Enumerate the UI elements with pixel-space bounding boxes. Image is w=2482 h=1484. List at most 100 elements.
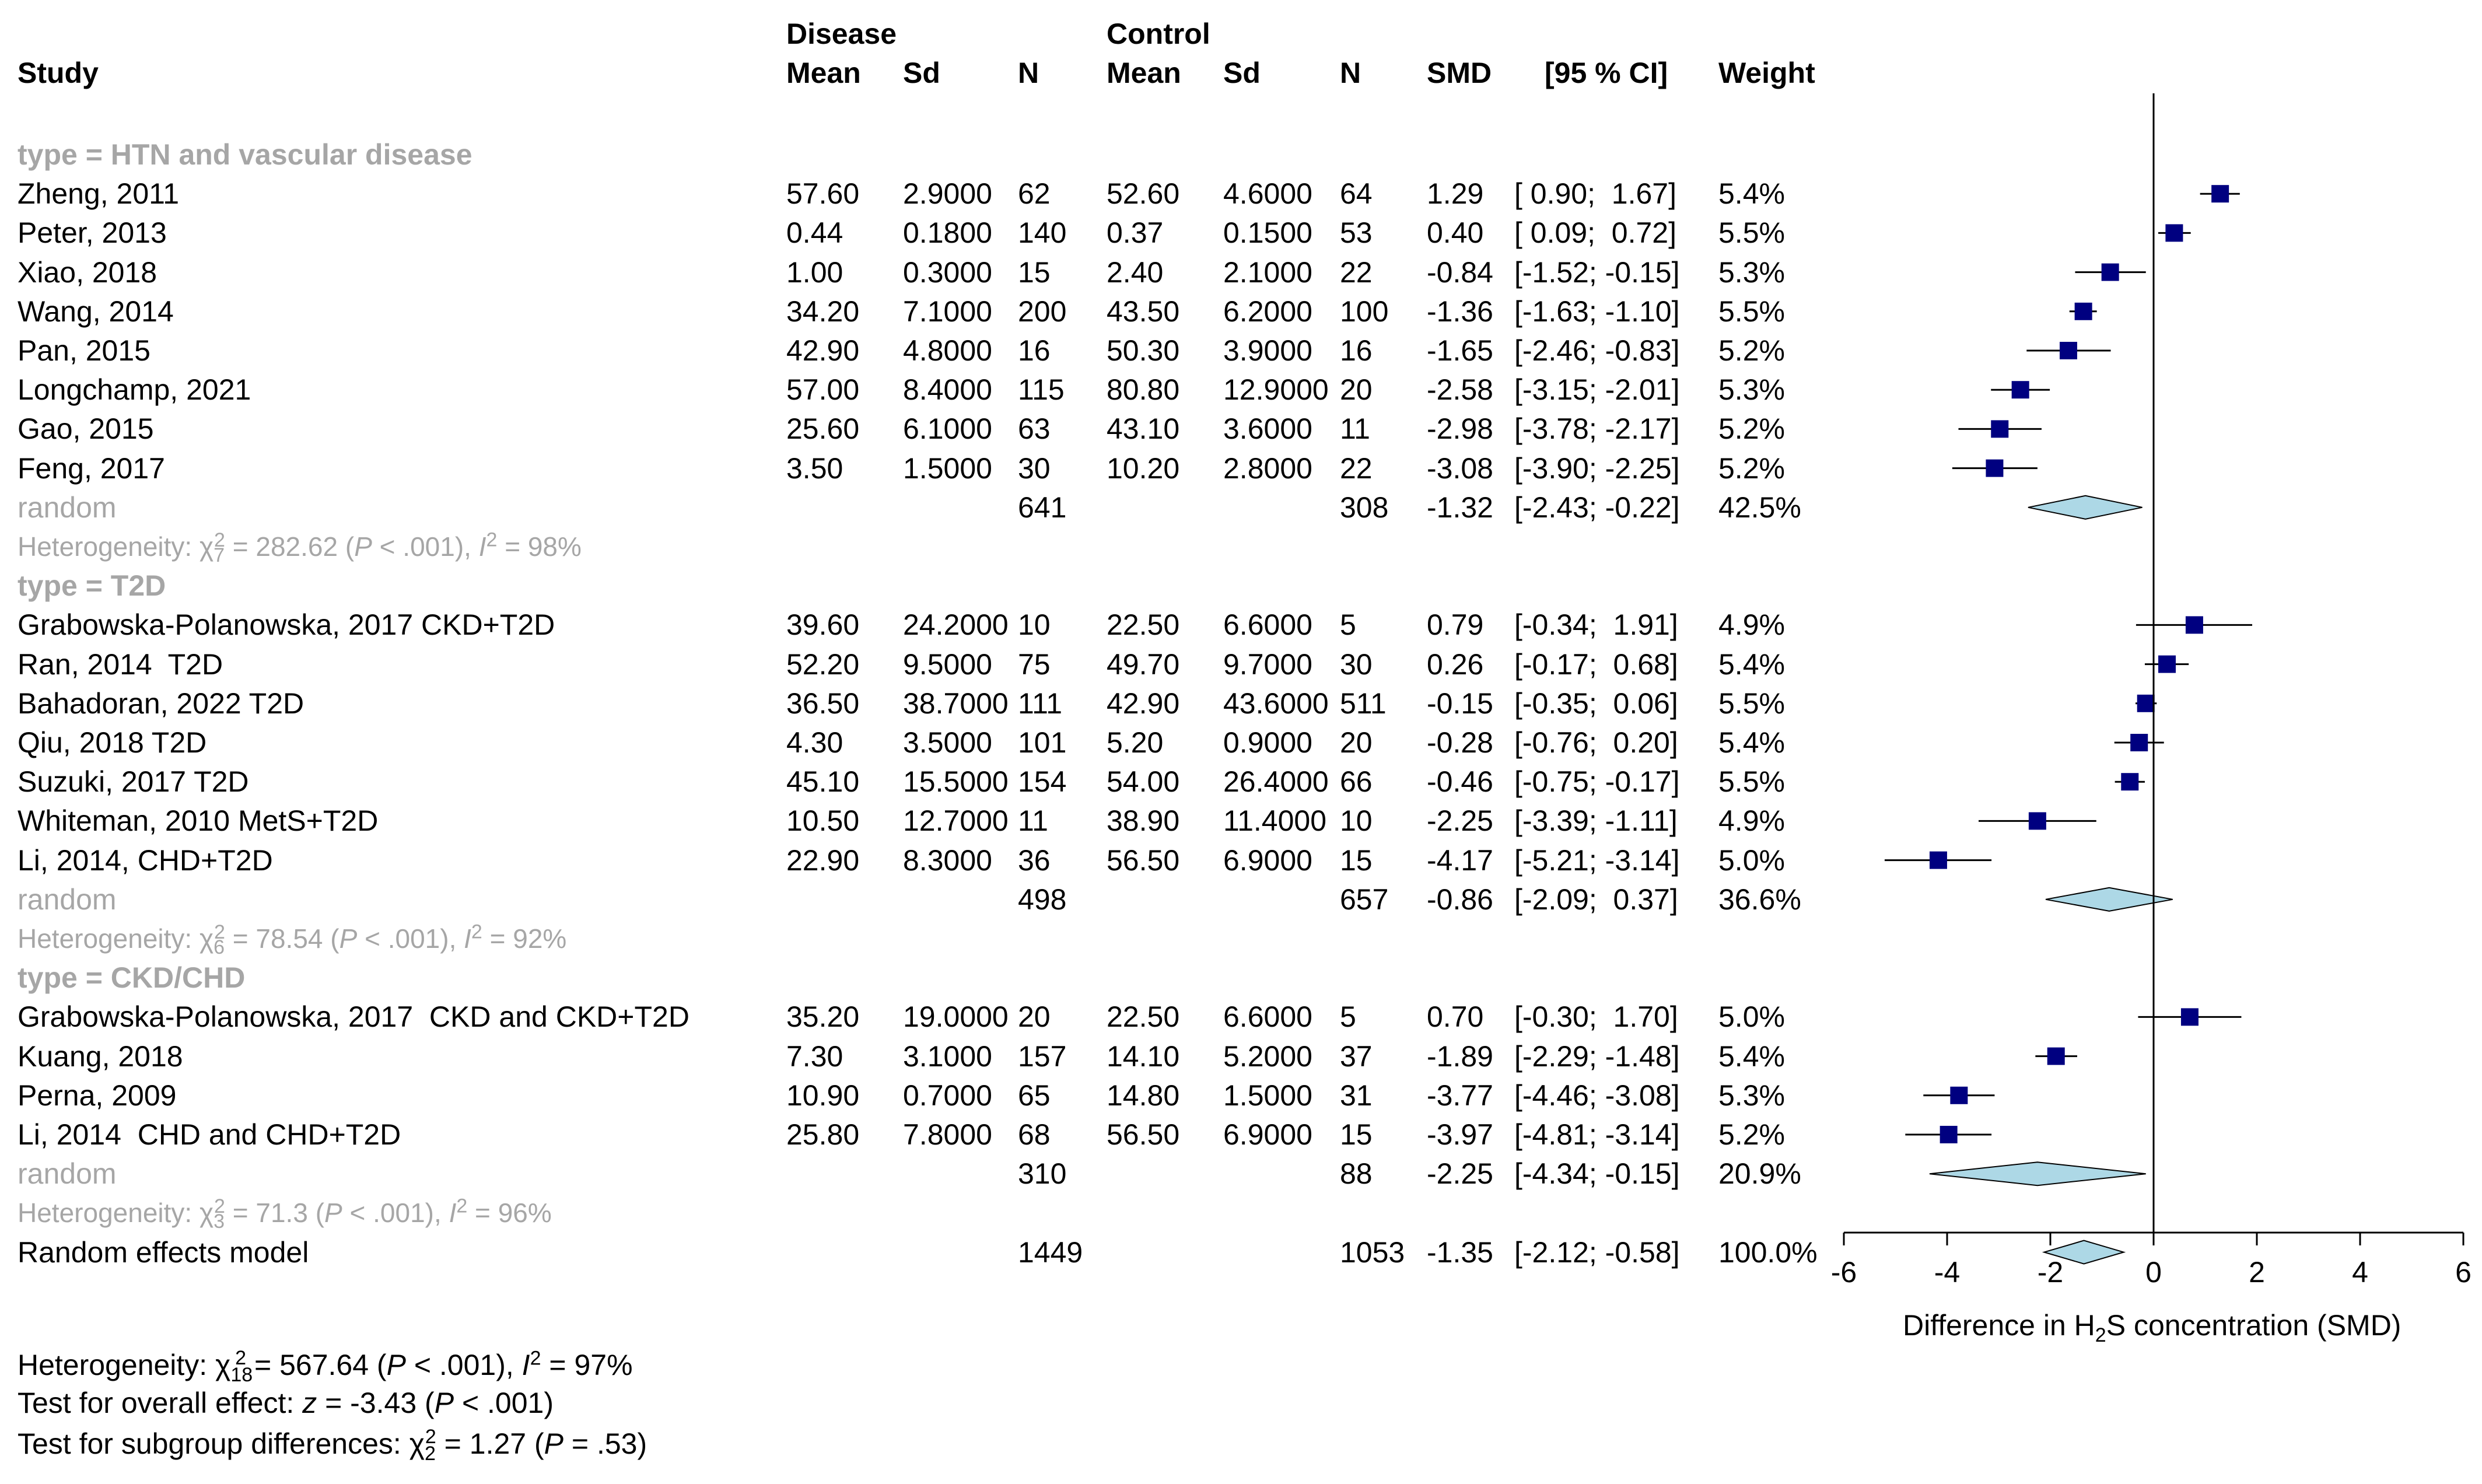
study-name: Grabowska-Polanowska, 2017 CKD and CKD+T…	[17, 1000, 689, 1034]
study-name: Whiteman, 2010 MetS+T2D	[17, 804, 379, 838]
disease-n: 200	[1018, 295, 1067, 328]
effect-square	[1991, 420, 2009, 438]
disease-n: 115	[1018, 373, 1065, 407]
control-mean: 10.20	[1107, 452, 1180, 485]
control-mean: 52.60	[1107, 177, 1180, 211]
control-sd: 1.5000	[1223, 1079, 1312, 1112]
control-n: 22	[1340, 452, 1373, 485]
study-name: Suzuki, 2017 T2D	[17, 765, 249, 799]
subgroup-diamond	[2045, 887, 2173, 912]
ci-value: [-2.29; -1.48]	[1514, 1040, 1680, 1073]
weight-value: 20.9%	[1718, 1157, 1801, 1191]
smd-value: 0.26	[1427, 648, 1484, 681]
disease-sd: 6.1000	[903, 412, 992, 446]
x-axis-label-post: S concentration (SMD)	[2106, 1309, 2402, 1342]
control-mean: 14.10	[1107, 1040, 1180, 1073]
smd-value: 1.29	[1427, 177, 1484, 211]
subgroup-label: type = HTN and vascular disease	[17, 138, 472, 171]
disease-mean: 1.00	[786, 256, 843, 289]
disease-n: 140	[1018, 216, 1067, 250]
control-sd: 6.6000	[1223, 1000, 1312, 1034]
control-n: 20	[1340, 726, 1373, 759]
control-n: 64	[1340, 177, 1373, 211]
smd-value: -1.65	[1427, 334, 1493, 367]
ci-value: [-0.35; 0.06]	[1514, 687, 1678, 720]
control-sd: 4.6000	[1223, 177, 1312, 211]
control-sd: 9.7000	[1223, 648, 1312, 681]
smd-value: -2.25	[1427, 1157, 1493, 1191]
weight-value: 5.5%	[1718, 295, 1785, 328]
ci-value: [-1.52; -0.15]	[1514, 256, 1680, 289]
control-mean: 50.30	[1107, 334, 1180, 367]
control-sd: 6.2000	[1223, 295, 1312, 328]
effect-square	[2059, 342, 2077, 359]
effect-square	[2101, 263, 2119, 281]
disease-n: 157	[1018, 1040, 1067, 1073]
control-n: 15	[1340, 844, 1373, 877]
weight-value: 5.3%	[1718, 373, 1785, 407]
ci-value: [-1.63; -1.10]	[1514, 295, 1680, 328]
ci-value: [-2.46; -0.83]	[1514, 334, 1680, 367]
weight-value: 5.5%	[1718, 687, 1785, 720]
ci-value: [-2.09; 0.37]	[1514, 883, 1678, 916]
disease-sd: 7.8000	[903, 1118, 992, 1151]
study-name: Ran, 2014 T2D	[17, 648, 223, 681]
disease-n: 10	[1018, 608, 1051, 642]
control-n: 5	[1340, 608, 1356, 642]
random-label: random	[17, 1157, 117, 1191]
disease-sd: 0.1800	[903, 216, 992, 250]
disease-mean: 52.20	[786, 648, 860, 681]
control-mean: 22.50	[1107, 1000, 1180, 1034]
disease-n: 498	[1018, 883, 1067, 916]
disease-n: 30	[1018, 452, 1051, 485]
disease-n: 15	[1018, 256, 1051, 289]
disease-sd: 0.3000	[903, 256, 992, 289]
smd-value: -0.84	[1427, 256, 1493, 289]
control-sd: 0.9000	[1223, 726, 1312, 759]
smd-value: -0.86	[1427, 883, 1493, 916]
disease-sd: 4.8000	[903, 334, 992, 367]
control-n: 11	[1340, 412, 1370, 446]
effect-square	[2165, 224, 2183, 242]
control-mean: 22.50	[1107, 608, 1180, 642]
weight-value: 5.2%	[1718, 1118, 1785, 1151]
disease-n: 641	[1018, 491, 1067, 524]
control-sd: 0.1500	[1223, 216, 1312, 250]
ci-value: [-0.75; -0.17]	[1514, 765, 1680, 799]
control-n: 53	[1340, 216, 1373, 250]
footer-subgroup-differences: Test for subgroup differences: χ22 = 1.2…	[17, 1426, 647, 1465]
study-name: Perna, 2009	[17, 1079, 177, 1112]
smd-value: -2.98	[1427, 412, 1493, 446]
effect-square	[1929, 851, 1947, 869]
smd-value: 0.70	[1427, 1000, 1484, 1034]
disease-sd: 3.5000	[903, 726, 992, 759]
disease-n: 20	[1018, 1000, 1051, 1034]
disease-sd: 8.3000	[903, 844, 992, 877]
disease-mean: 36.50	[786, 687, 860, 720]
control-mean: 2.40	[1107, 256, 1164, 289]
disease-n: 310	[1018, 1157, 1067, 1191]
weight-value: 5.0%	[1718, 1000, 1785, 1034]
ci-value: [-0.76; 0.20]	[1514, 726, 1678, 759]
disease-sd: 8.4000	[903, 373, 992, 407]
x-tick-label: -4	[1934, 1256, 1960, 1289]
effect-square	[2158, 655, 2176, 673]
smd-value: -1.89	[1427, 1040, 1493, 1073]
smd-value: -3.77	[1427, 1079, 1493, 1112]
disease-mean: 42.90	[786, 334, 860, 367]
disease-mean: 57.00	[786, 373, 860, 407]
disease-mean: 7.30	[786, 1040, 843, 1073]
disease-mean: 22.90	[786, 844, 860, 877]
control-sd: 26.4000	[1223, 765, 1329, 799]
weight-value: 5.4%	[1718, 726, 1785, 759]
study-name: Wang, 2014	[17, 295, 174, 328]
control-sd: 6.6000	[1223, 608, 1312, 642]
control-sd: 2.8000	[1223, 452, 1312, 485]
control-n: 31	[1340, 1079, 1373, 1112]
disease-n: 63	[1018, 412, 1051, 446]
weight-value: 5.0%	[1718, 844, 1785, 877]
control-mean: 56.50	[1107, 1118, 1180, 1151]
weight-value: 5.2%	[1718, 334, 1785, 367]
disease-sd: 38.7000	[903, 687, 1009, 720]
smd-value: -3.08	[1427, 452, 1493, 485]
